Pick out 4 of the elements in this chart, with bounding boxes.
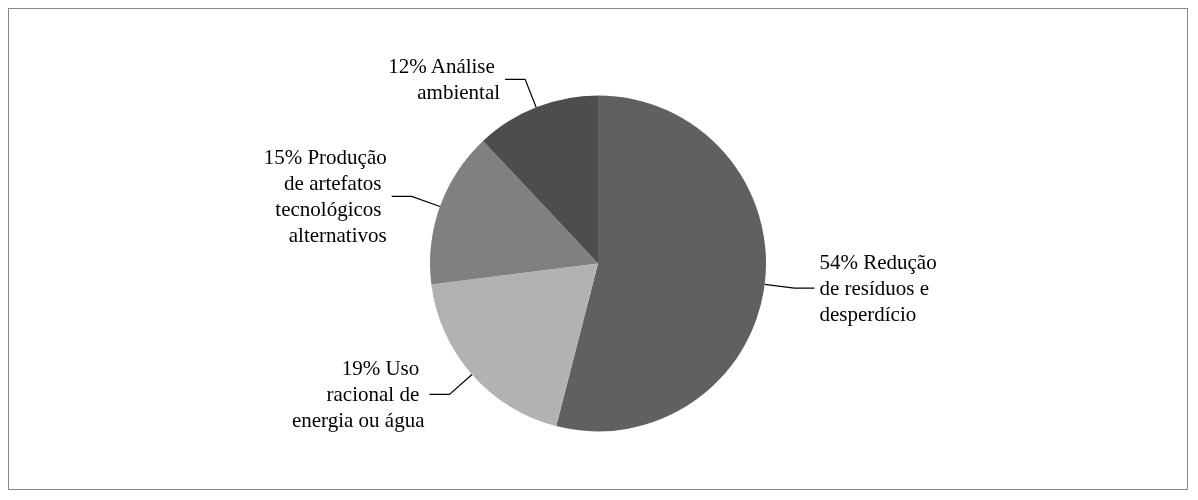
slice-label: 15% Produção de artefatos tecnológicos alternativos xyxy=(263,145,387,248)
slice-label: 19% Uso racional de energia ou água xyxy=(291,356,426,433)
slice-label: 54% Redução de resíduos e desperdício xyxy=(819,250,942,327)
slice-label: 12% Análise ambiental xyxy=(388,54,501,105)
